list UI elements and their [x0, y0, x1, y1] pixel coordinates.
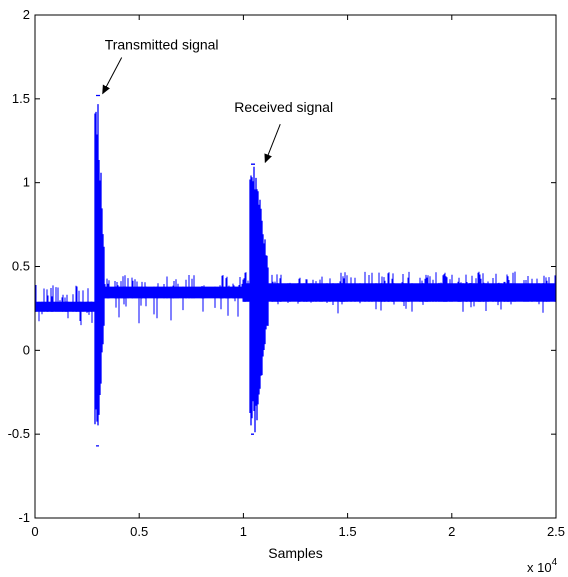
x-exponent-base: x 10	[527, 560, 552, 575]
x-tick-label: 2.5	[547, 524, 565, 539]
y-tick-label: -1	[18, 510, 30, 525]
x-tick-label: 2	[448, 524, 455, 539]
y-tick-label: 1.5	[12, 91, 30, 106]
signal-baseline-spikes	[242, 271, 557, 314]
signal-layer	[35, 94, 557, 447]
y-tick-label: 0	[23, 342, 30, 357]
annotation-label: Received signal	[234, 99, 333, 115]
annotations-layer: Transmitted signal Received signal	[102, 36, 333, 164]
x-axis-label: Samples	[268, 545, 322, 561]
annotation-label: Transmitted signal	[105, 36, 219, 52]
x-exponent-power: 4	[552, 557, 558, 568]
signal-burst-transmitted	[94, 94, 105, 447]
x-tick-label: 0.5	[130, 524, 148, 539]
signal-baseline-band	[95, 286, 244, 299]
y-tick-label: 1	[23, 175, 30, 190]
annotation-arrow	[264, 124, 281, 164]
y-tick-label: 2	[23, 7, 30, 22]
ticks-layer: 0 0.5 1 1.5 2 2.5 -1 -0.5 0 0.5 1 1.5 2	[8, 7, 565, 539]
annotation-arrow	[102, 57, 123, 95]
signal-burst-received	[249, 163, 269, 435]
y-tick-label: -0.5	[8, 426, 30, 441]
x-tick-label: 1.5	[339, 524, 357, 539]
x-tick-label: 0	[31, 524, 38, 539]
signal-baseline-spikes	[35, 285, 93, 326]
x-exponent-label: x 104	[527, 557, 558, 575]
x-tick-label: 1	[240, 524, 247, 539]
y-tick-label: 0.5	[12, 259, 30, 274]
